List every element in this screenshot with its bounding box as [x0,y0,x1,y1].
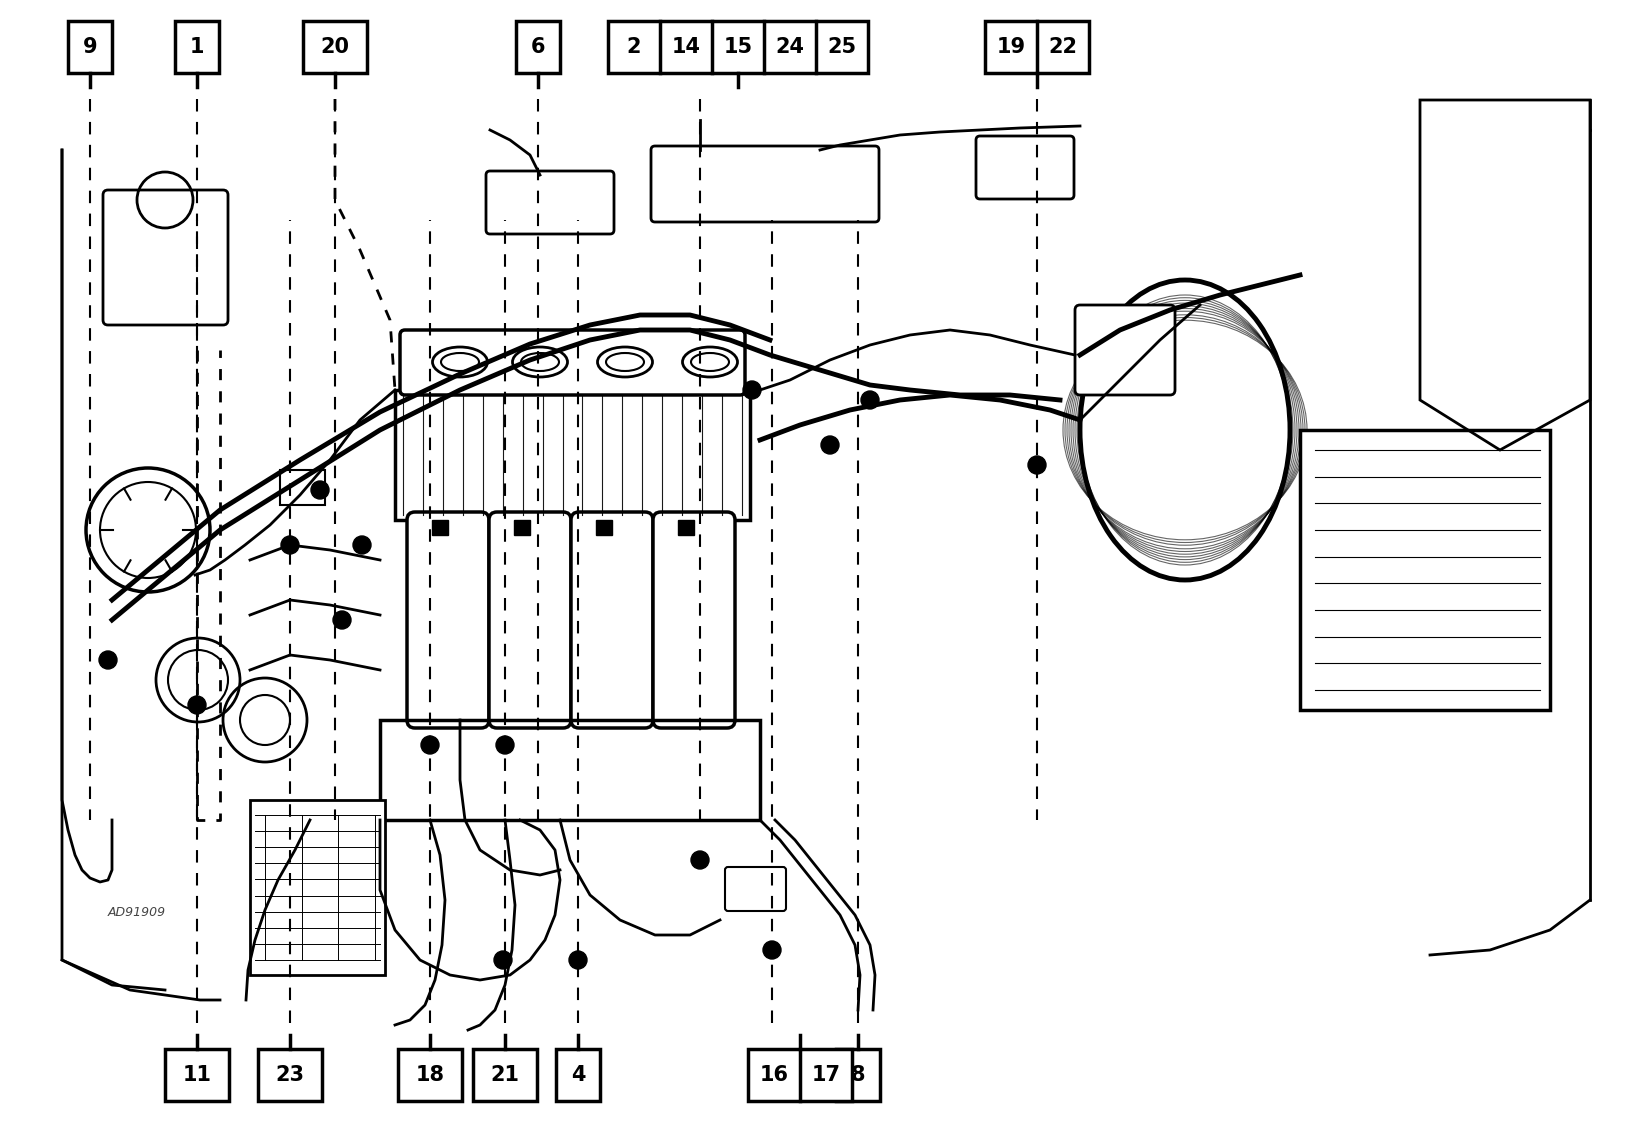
FancyBboxPatch shape [400,330,745,395]
FancyBboxPatch shape [571,512,654,728]
Text: 16: 16 [759,1065,789,1085]
FancyBboxPatch shape [976,136,1075,200]
Polygon shape [596,520,613,535]
Circle shape [821,436,839,454]
Circle shape [743,381,761,399]
FancyBboxPatch shape [165,1049,229,1101]
FancyBboxPatch shape [835,1049,880,1101]
FancyBboxPatch shape [748,1049,852,1101]
Polygon shape [513,520,530,535]
FancyBboxPatch shape [398,1049,462,1101]
Circle shape [99,651,117,669]
Text: 8: 8 [850,1065,865,1085]
Text: 14: 14 [672,37,700,57]
FancyBboxPatch shape [175,21,220,73]
Circle shape [862,391,878,409]
Polygon shape [679,520,693,535]
FancyBboxPatch shape [1075,305,1176,395]
FancyBboxPatch shape [281,470,325,504]
FancyBboxPatch shape [725,867,786,911]
FancyBboxPatch shape [68,21,112,73]
FancyBboxPatch shape [408,512,489,728]
FancyBboxPatch shape [986,21,1090,73]
Circle shape [334,611,352,629]
FancyBboxPatch shape [608,21,868,73]
Circle shape [353,536,371,554]
Text: 11: 11 [183,1065,211,1085]
Text: 19: 19 [997,37,1025,57]
Circle shape [494,951,512,969]
Text: 17: 17 [812,1065,840,1085]
Circle shape [188,696,206,714]
Text: 23: 23 [276,1065,304,1085]
Circle shape [570,951,588,969]
Text: 18: 18 [416,1065,444,1085]
FancyBboxPatch shape [102,189,228,325]
FancyBboxPatch shape [489,512,571,728]
Text: 15: 15 [723,37,753,57]
FancyBboxPatch shape [556,1049,599,1101]
Circle shape [1029,456,1047,474]
Circle shape [763,941,781,958]
Circle shape [692,851,708,869]
FancyBboxPatch shape [517,21,560,73]
Circle shape [528,196,546,214]
Text: 21: 21 [490,1065,520,1085]
FancyBboxPatch shape [249,800,385,975]
Text: 6: 6 [530,37,545,57]
FancyBboxPatch shape [485,172,614,234]
FancyBboxPatch shape [650,146,878,222]
Circle shape [421,736,439,754]
Text: 9: 9 [83,37,97,57]
FancyBboxPatch shape [472,1049,537,1101]
Polygon shape [433,520,447,535]
Circle shape [692,201,708,219]
FancyBboxPatch shape [654,512,735,728]
FancyBboxPatch shape [1299,430,1550,710]
Circle shape [281,536,299,554]
FancyBboxPatch shape [304,21,367,73]
Circle shape [310,481,329,499]
Text: 1: 1 [190,37,205,57]
Text: AD91909: AD91909 [107,907,167,919]
Circle shape [495,736,513,754]
Text: 2: 2 [627,37,641,57]
Text: 24: 24 [776,37,804,57]
Text: 20: 20 [320,37,350,57]
Text: 4: 4 [571,1065,584,1085]
Text: 25: 25 [827,37,857,57]
Text: 22: 22 [1048,37,1078,57]
FancyBboxPatch shape [258,1049,322,1101]
